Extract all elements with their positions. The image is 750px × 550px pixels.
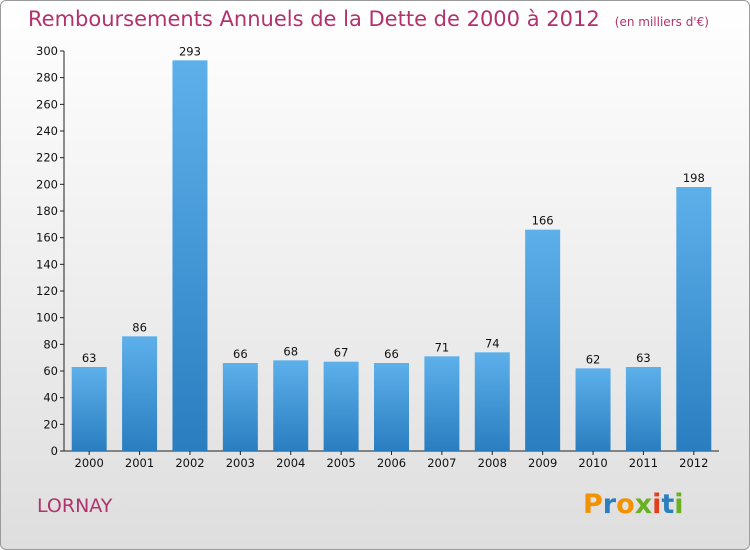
x-tick-label: 2003 bbox=[226, 456, 255, 470]
chart-subtitle: (en milliers d'€) bbox=[614, 15, 709, 29]
x-tick-label: 2012 bbox=[679, 456, 708, 470]
bar-series bbox=[71, 60, 712, 451]
bar-2004 bbox=[273, 360, 309, 451]
y-tick-label: 80 bbox=[43, 337, 58, 351]
data-label-2000: 63 bbox=[82, 351, 97, 365]
y-tick-label: 240 bbox=[36, 124, 58, 138]
data-label-2001: 86 bbox=[132, 320, 147, 334]
bar-2012 bbox=[676, 187, 712, 451]
chart-title: Remboursements Annuels de la Dette de 20… bbox=[28, 7, 600, 31]
bar-2008 bbox=[474, 352, 510, 451]
logo-letter: x bbox=[634, 489, 653, 520]
data-labels: 63 86 293 66 68 67 66 71 74 166 62 63 198 bbox=[82, 44, 705, 366]
x-tick-label: 2011 bbox=[629, 456, 658, 470]
bar-2010 bbox=[575, 368, 611, 451]
y-tick-label: 220 bbox=[36, 151, 58, 165]
proxiti-logo[interactable]: Proxiti bbox=[583, 489, 684, 520]
y-axis: 0 20 40 60 80 100 120 140 160 180 200 220 240 260 280 3… bbox=[36, 44, 65, 458]
data-label-2012: 198 bbox=[683, 171, 705, 185]
x-tick-label: 2010 bbox=[578, 456, 607, 470]
data-label-2009: 166 bbox=[532, 214, 554, 228]
bar-2007 bbox=[424, 356, 460, 451]
bar-2000 bbox=[71, 367, 107, 451]
logo-letter: P bbox=[583, 489, 603, 520]
logo-letter: o bbox=[616, 489, 635, 520]
data-label-2007: 71 bbox=[435, 340, 450, 354]
bar-2003 bbox=[222, 363, 258, 451]
logo-letter: t bbox=[661, 489, 675, 520]
data-label-2008: 74 bbox=[485, 336, 500, 350]
bar-2006 bbox=[374, 363, 409, 451]
data-label-2002: 293 bbox=[179, 44, 201, 58]
x-tick-label: 2001 bbox=[125, 456, 154, 470]
place-name: LORNAY bbox=[37, 495, 113, 517]
x-tick-label: 2002 bbox=[175, 456, 204, 470]
logo-letter: r bbox=[602, 489, 617, 520]
y-tick-label: 100 bbox=[36, 311, 58, 325]
data-label-2004: 68 bbox=[283, 344, 298, 358]
y-tick-label: 180 bbox=[36, 204, 58, 218]
chart-header: Remboursements Annuels de la Dette de 20… bbox=[28, 7, 709, 31]
data-label-2006: 66 bbox=[384, 347, 399, 361]
x-tick-label: 2009 bbox=[528, 456, 557, 470]
x-tick-label: 2004 bbox=[276, 456, 305, 470]
y-tick-label: 0 bbox=[51, 444, 58, 458]
x-tick-label: 2000 bbox=[75, 456, 104, 470]
y-tick-label: 280 bbox=[36, 71, 58, 85]
x-tick-label: 2008 bbox=[478, 456, 507, 470]
data-label-2010: 62 bbox=[586, 352, 601, 366]
logo-letter: i bbox=[674, 489, 684, 520]
bar-2005 bbox=[323, 361, 359, 451]
logo-letter: i bbox=[652, 489, 662, 520]
x-axis: 2000 2001 2002 2003 2004 2005 2006 2007 2008 2009… bbox=[64, 450, 719, 470]
y-tick-label: 260 bbox=[36, 97, 58, 111]
x-tick-label: 2006 bbox=[377, 456, 406, 470]
bar-2001 bbox=[122, 336, 158, 451]
y-tick-label: 140 bbox=[36, 257, 58, 271]
y-tick-label: 160 bbox=[36, 231, 58, 245]
x-tick-label: 2005 bbox=[326, 456, 355, 470]
bar-2009 bbox=[525, 229, 561, 451]
x-tick-label: 2007 bbox=[427, 456, 456, 470]
bar-2002 bbox=[172, 60, 208, 451]
y-tick-label: 300 bbox=[36, 44, 58, 58]
y-tick-label: 120 bbox=[36, 284, 58, 298]
bar-2011 bbox=[625, 367, 661, 451]
data-label-2003: 66 bbox=[233, 347, 248, 361]
y-tick-label: 40 bbox=[43, 391, 58, 405]
y-tick-label: 60 bbox=[43, 364, 58, 378]
y-tick-label: 20 bbox=[43, 417, 58, 431]
y-tick-label: 200 bbox=[36, 177, 58, 191]
data-label-2005: 67 bbox=[334, 346, 349, 360]
data-label-2011: 63 bbox=[636, 351, 651, 365]
